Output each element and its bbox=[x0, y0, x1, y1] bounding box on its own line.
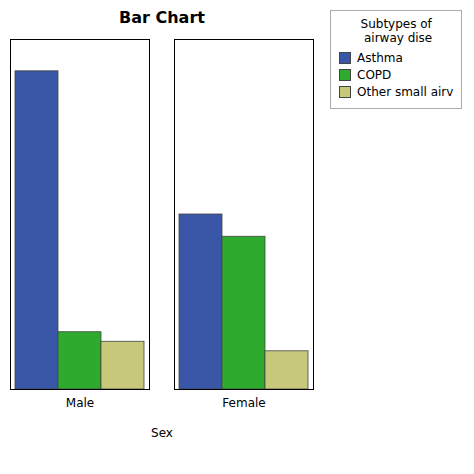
html-text:Subtypes of airway dise: Subtypes of airway dise bbox=[360, 17, 433, 45]
html-text:Bar Chart: Bar Chart bbox=[119, 8, 205, 27]
html-text:Asthma: Asthma bbox=[357, 51, 403, 65]
svg-text:Female: Female bbox=[222, 396, 265, 410]
html-text:COPD: COPD bbox=[357, 68, 392, 82]
svg-text:Male: Male bbox=[66, 396, 94, 410]
svg-text:Sex: Sex bbox=[151, 426, 173, 440]
html-text:Other small airv: Other small airv bbox=[357, 85, 454, 99]
